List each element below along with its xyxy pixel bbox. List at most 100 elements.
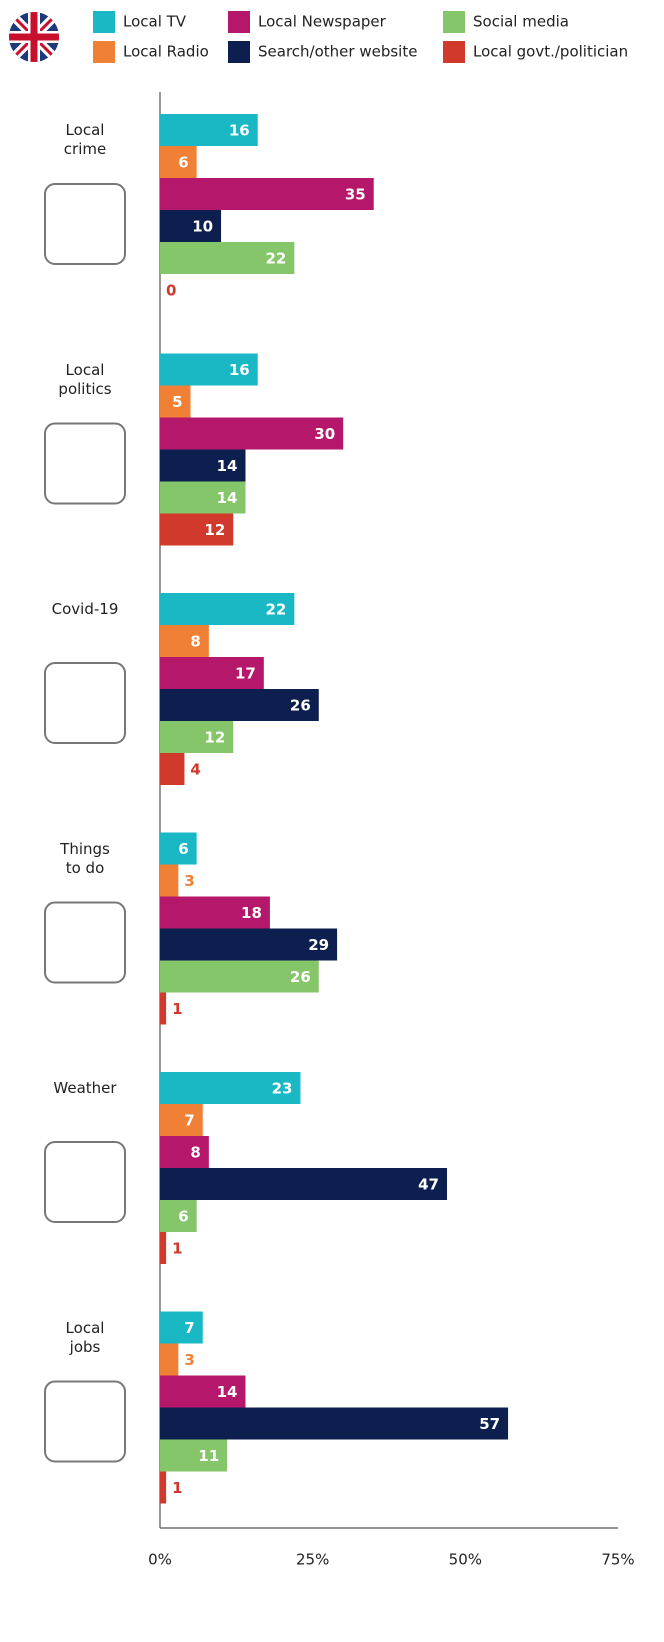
value-label: 3 bbox=[184, 1351, 194, 1369]
value-label: 6 bbox=[178, 1208, 188, 1226]
value-label: 26 bbox=[290, 968, 311, 986]
x-tick-label: 25% bbox=[296, 1551, 329, 1569]
bar bbox=[160, 960, 319, 993]
x-tick-label: 50% bbox=[449, 1551, 482, 1569]
bar bbox=[160, 1104, 203, 1136]
category-label: Local politics bbox=[58, 360, 112, 398]
category-label: Local crime bbox=[63, 121, 107, 158]
bar bbox=[160, 1471, 167, 1504]
bar bbox=[160, 449, 246, 482]
bar bbox=[160, 689, 319, 721]
legend-label: Local Newspaper bbox=[258, 13, 387, 31]
bar bbox=[160, 210, 222, 242]
bar bbox=[160, 1343, 179, 1376]
category-icon bbox=[44, 1141, 126, 1223]
value-label: 14 bbox=[217, 489, 238, 507]
value-label: 0 bbox=[166, 282, 176, 300]
value-label: 7 bbox=[184, 1112, 194, 1130]
legend-swatch bbox=[228, 41, 250, 63]
value-label: 6 bbox=[178, 154, 188, 172]
value-label: 5 bbox=[172, 393, 182, 411]
value-label: 16 bbox=[229, 122, 250, 140]
value-label: 17 bbox=[235, 665, 256, 683]
value-label: 12 bbox=[204, 521, 225, 539]
category-label: Things to do bbox=[60, 839, 110, 877]
category-icon bbox=[44, 183, 126, 265]
bar bbox=[160, 1439, 228, 1472]
value-label: 35 bbox=[345, 186, 366, 204]
value-label: 30 bbox=[314, 425, 335, 443]
value-label: 26 bbox=[290, 697, 311, 715]
bar bbox=[160, 625, 209, 657]
legend-label: Social media bbox=[473, 13, 569, 31]
legend-swatch bbox=[93, 11, 115, 33]
legend-swatch bbox=[228, 11, 250, 33]
category-icon bbox=[44, 422, 126, 505]
bar bbox=[160, 1311, 203, 1344]
bar bbox=[160, 481, 246, 514]
legend-swatch bbox=[93, 41, 115, 63]
x-tick-label: 75% bbox=[601, 1551, 634, 1569]
category-icon bbox=[44, 662, 126, 744]
value-label: 8 bbox=[190, 633, 200, 651]
category-label: Local jobs bbox=[65, 1318, 105, 1356]
bar bbox=[160, 864, 179, 897]
value-label: 22 bbox=[265, 601, 286, 619]
bar bbox=[160, 753, 185, 785]
bar bbox=[160, 1168, 448, 1200]
value-label: 14 bbox=[217, 457, 238, 475]
bar bbox=[160, 385, 191, 418]
category-label: Covid-19 bbox=[51, 600, 119, 618]
value-label: 12 bbox=[204, 729, 225, 747]
value-label: 4 bbox=[190, 761, 200, 779]
value-label: 7 bbox=[184, 1319, 194, 1337]
bar bbox=[160, 1200, 197, 1232]
legend-swatch bbox=[443, 11, 465, 33]
bar bbox=[160, 1232, 167, 1264]
legend-label: Local TV bbox=[123, 13, 187, 31]
bar bbox=[160, 992, 167, 1025]
value-label: 22 bbox=[265, 250, 286, 268]
value-label: 8 bbox=[190, 1144, 200, 1162]
value-label: 16 bbox=[229, 361, 250, 379]
value-label: 1 bbox=[172, 1479, 182, 1497]
value-label: 57 bbox=[479, 1415, 500, 1433]
bar bbox=[160, 832, 197, 865]
bar bbox=[160, 178, 374, 210]
category-icon bbox=[44, 901, 126, 984]
category-label: Weather bbox=[53, 1079, 117, 1097]
uk-flag bbox=[9, 12, 59, 62]
value-label: 47 bbox=[418, 1176, 439, 1194]
bar bbox=[160, 513, 234, 546]
value-label: 11 bbox=[198, 1447, 219, 1465]
bar bbox=[160, 146, 197, 178]
bar bbox=[160, 417, 344, 450]
bar bbox=[160, 353, 258, 386]
value-label: 1 bbox=[172, 1240, 182, 1258]
value-label: 1 bbox=[172, 1000, 182, 1018]
bar bbox=[160, 657, 264, 689]
value-label: 29 bbox=[308, 936, 329, 954]
legend-label: Local Radio bbox=[123, 43, 209, 61]
legend-swatch bbox=[443, 41, 465, 63]
category-icon bbox=[44, 1380, 126, 1463]
bar bbox=[160, 1375, 246, 1408]
bar bbox=[160, 242, 295, 274]
bar bbox=[160, 721, 234, 753]
bar bbox=[160, 896, 270, 929]
bar bbox=[160, 593, 295, 625]
value-label: 23 bbox=[272, 1080, 293, 1098]
bar bbox=[160, 1136, 209, 1168]
x-tick-label: 0% bbox=[148, 1551, 172, 1569]
bar bbox=[160, 114, 258, 146]
value-label: 18 bbox=[241, 904, 262, 922]
bar bbox=[160, 1407, 509, 1440]
value-label: 10 bbox=[192, 218, 213, 236]
value-label: 6 bbox=[178, 840, 188, 858]
value-label: 3 bbox=[184, 872, 194, 890]
bar bbox=[160, 1072, 301, 1104]
value-label: 14 bbox=[217, 1383, 238, 1401]
bar bbox=[160, 928, 338, 961]
